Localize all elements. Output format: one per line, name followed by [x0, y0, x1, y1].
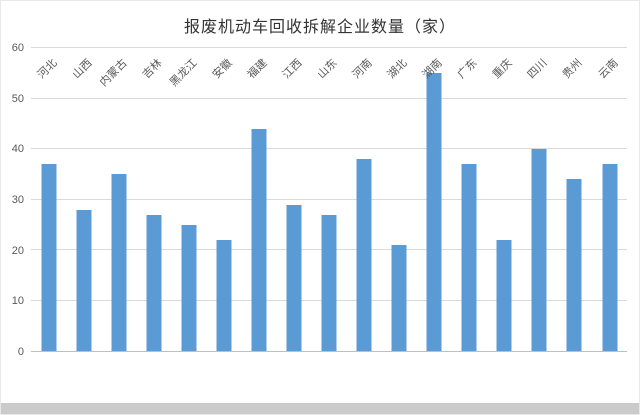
bar-slot: 湖南: [417, 48, 452, 351]
bar-湖北: [391, 244, 407, 351]
chart-title: 报废机动车回收拆解企业数量（家）: [183, 19, 456, 36]
x-tick-label: 福建: [245, 57, 270, 82]
x-tick-label: 广东: [455, 57, 480, 82]
plot-area: 河北 山西 内蒙古 吉林 黑龙江 安徽 福建 江西 山东 河南 湖北 湖南 广东 重庆 四川 贵州 云南: [31, 47, 627, 352]
x-tick-label: 湖北: [385, 57, 410, 82]
y-tick-label: 40: [11, 143, 24, 156]
bar-slot: 山东: [312, 48, 347, 351]
gridline: [31, 47, 627, 48]
bar-黑龙江: [181, 224, 197, 351]
x-tick-label: 内蒙古: [97, 57, 130, 89]
x-tick-label: 河南: [350, 57, 375, 82]
y-tick-label: 0: [17, 346, 24, 358]
bar-河北: [41, 164, 57, 351]
bar-slot: 内蒙古: [97, 48, 136, 351]
bar-slot: 湖北: [382, 48, 417, 351]
y-tick-label: 50: [11, 92, 24, 105]
gridline: [31, 198, 627, 200]
bar-重庆: [496, 239, 512, 351]
bar-江西: [286, 204, 302, 351]
bar-slot: 四川: [522, 48, 557, 351]
bar-slot: 贵州: [557, 48, 592, 351]
bars-layer: 河北 山西 内蒙古 吉林 黑龙江 安徽 福建 江西 山东 河南 湖北 湖南 广东 重庆 四川 贵州 云南: [31, 48, 627, 351]
x-tick-label: 黑龙江: [167, 57, 200, 89]
x-tick-label: 山西: [70, 57, 95, 82]
bar-广东: [461, 164, 477, 351]
bar-slot: 云南: [592, 48, 627, 351]
x-tick-label: 贵州: [561, 57, 586, 82]
bar-slot: 河南: [347, 48, 382, 351]
x-tick-label: 吉林: [140, 57, 165, 82]
bar-河南: [356, 159, 372, 351]
gridline: [31, 148, 627, 149]
bar-福建: [251, 128, 267, 351]
bar-slot: 广东: [452, 48, 487, 351]
bar-安徽: [216, 239, 232, 351]
bar-山西: [76, 209, 92, 351]
x-tick-label: 云南: [596, 57, 621, 82]
gridline: [31, 97, 627, 99]
y-tick-label: 30: [11, 194, 24, 206]
bar-山东: [321, 214, 337, 351]
x-tick-label: 重庆: [490, 57, 515, 82]
y-tick-label: 60: [11, 42, 24, 54]
bar-贵州: [566, 179, 582, 351]
bar-吉林: [146, 214, 162, 351]
x-tick-label: 江西: [280, 57, 305, 82]
bar-slot: 江西: [276, 48, 311, 351]
y-tick-label: 20: [11, 244, 24, 257]
bar-slot: 山西: [66, 48, 101, 351]
bar-slot: 重庆: [487, 48, 522, 351]
x-tick-label: 安徽: [210, 57, 235, 82]
bar-湖南: [426, 73, 442, 351]
bar-四川: [531, 149, 547, 351]
y-tick-label: 10: [11, 295, 24, 308]
x-tick-label: 四川: [525, 57, 551, 82]
bar-slot: 河北: [31, 48, 66, 351]
y-axis: 0 10 20 30 40 50 60: [1, 42, 27, 358]
bar-slot: 吉林: [136, 48, 171, 351]
bar-slot: 福建: [241, 48, 276, 351]
x-tick-label: 河北: [35, 57, 60, 82]
bar-内蒙古: [111, 174, 127, 351]
x-tick-label: 山东: [315, 57, 340, 82]
bar-slot: 黑龙江: [168, 48, 206, 351]
bar-slot: 安徽: [206, 48, 241, 351]
page-background-strip: [1, 403, 639, 414]
bar-云南: [602, 164, 618, 351]
